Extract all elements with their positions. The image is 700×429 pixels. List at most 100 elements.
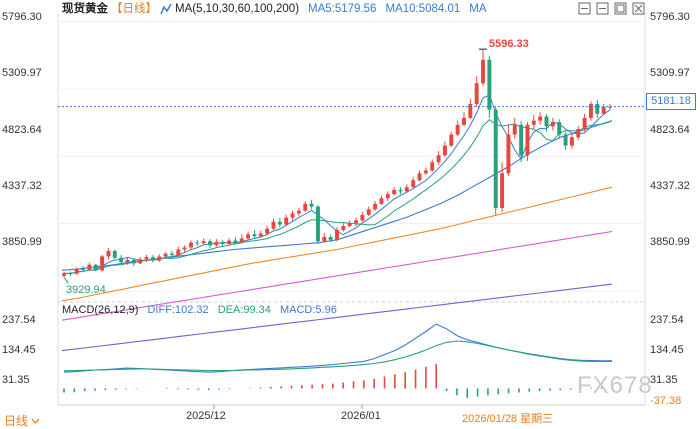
candle-body [341, 225, 346, 231]
candle-body [208, 241, 212, 246]
ma60-line [61, 186, 613, 302]
candle-body [442, 145, 447, 156]
candle-body [239, 238, 244, 243]
candle-body [519, 124, 524, 156]
period-label[interactable]: 【日线】 [111, 3, 157, 15]
candle-body [500, 173, 505, 208]
chart-header: 现货黄金 【日线】 MA(5,10,30,60,100,200) MA5:517… [62, 1, 487, 17]
candle-body [303, 203, 308, 211]
price-tick-left: 5796.30 [2, 11, 42, 23]
price-tick-left: 4823.64 [2, 124, 42, 136]
candle-body [569, 137, 574, 146]
candle-body [131, 259, 136, 264]
candle-body [531, 120, 536, 125]
candle-body [246, 234, 251, 239]
price-tick-left: 5309.97 [2, 67, 42, 79]
candle-body [449, 134, 454, 146]
candle-body [411, 180, 416, 188]
chevron-down-icon [31, 418, 40, 424]
candle-body [525, 124, 530, 156]
ma5-value: MA5:5179.56 [308, 3, 377, 15]
candle-body [430, 162, 435, 171]
macd-tick-right: -37.38 [650, 395, 682, 407]
candle-body [182, 247, 187, 250]
ma-more-value: MA [469, 3, 487, 15]
candle-body [576, 128, 581, 138]
candle-body [315, 206, 320, 242]
candle-body [512, 124, 517, 135]
price-tick-right: 4823.64 [650, 124, 690, 136]
price-tick-left: 3850.99 [2, 236, 42, 248]
macd-tick-left: 134.45 [2, 344, 36, 356]
macd-label[interactable]: MACD(26,12,9) [62, 304, 139, 316]
candle-body [462, 117, 466, 125]
macd-dea-line [63, 340, 612, 372]
instrument-title[interactable]: 现货黄金 [62, 3, 108, 15]
candle-body [436, 155, 441, 163]
candle-body [417, 173, 422, 181]
price-tick-left: 4337.32 [2, 180, 42, 192]
price-tick-right: 5309.97 [650, 67, 690, 79]
candle-body [81, 268, 86, 270]
candle-body [119, 257, 124, 262]
candle-body [309, 203, 314, 207]
candle-body [258, 233, 263, 237]
high-price-label: 5596.33 [489, 38, 529, 50]
candle-body [150, 257, 155, 261]
candle-body [195, 242, 200, 244]
macd-value: MACD:5.96 [279, 304, 337, 316]
candle-body [220, 241, 225, 244]
candle-body [214, 241, 219, 246]
indicator-icon[interactable] [160, 3, 172, 15]
candle-body [373, 203, 378, 210]
candle-body [385, 194, 390, 199]
candle-body [106, 250, 111, 257]
macd-tick-right: 134.45 [650, 344, 684, 356]
period-selector-label: 日线 [4, 414, 29, 428]
low-marker [63, 276, 69, 284]
watermark: FX678 [577, 372, 653, 399]
candle-body [233, 240, 238, 243]
candle-body [354, 220, 359, 224]
candle-body [125, 259, 130, 262]
candle-body [68, 273, 73, 275]
candle-body [271, 221, 276, 229]
candle-body [335, 230, 339, 240]
candle-body [404, 187, 409, 192]
candle-body [557, 122, 562, 135]
candle-body [506, 134, 511, 174]
close-icon[interactable] [632, 2, 645, 15]
candle-body [366, 209, 371, 215]
candle-body [481, 59, 485, 84]
period-selector[interactable]: 日线 [4, 412, 40, 429]
ma-params-label[interactable]: MA(5,10,30,60,100,200) [175, 3, 300, 15]
candle-body [455, 124, 460, 135]
candle-body [284, 217, 289, 225]
candle-body [563, 134, 568, 146]
ma10-value: MA10:5084.01 [385, 3, 461, 15]
price-tick-right: 3850.99 [650, 236, 690, 248]
candle-body [176, 249, 181, 256]
candle-body [487, 59, 492, 110]
candle-body [468, 104, 473, 118]
settings-icon[interactable] [578, 2, 591, 15]
macd-header: MACD(26,12,9) DIFF:102.32 DEA:99.34 MACD… [62, 304, 343, 316]
candle-body [62, 273, 66, 276]
candle-body [550, 122, 555, 127]
candle-body [595, 104, 600, 114]
candle-body [538, 116, 543, 121]
candle-body [112, 250, 117, 258]
candle-body [544, 116, 549, 127]
macd-tick-left: 237.54 [2, 314, 36, 326]
maximize-icon[interactable] [614, 2, 627, 15]
price-tick-right: 4337.32 [650, 180, 690, 192]
macd-diff-line [63, 323, 613, 373]
candle-body [290, 213, 295, 218]
price-tick-right: 5796.30 [650, 11, 690, 23]
x-tick-label: 2025/12 [186, 410, 226, 422]
ma30-line [61, 120, 613, 271]
candle-body [138, 259, 143, 264]
macd-tick-right: 31.35 [650, 374, 678, 386]
minimize-icon[interactable] [596, 2, 609, 15]
